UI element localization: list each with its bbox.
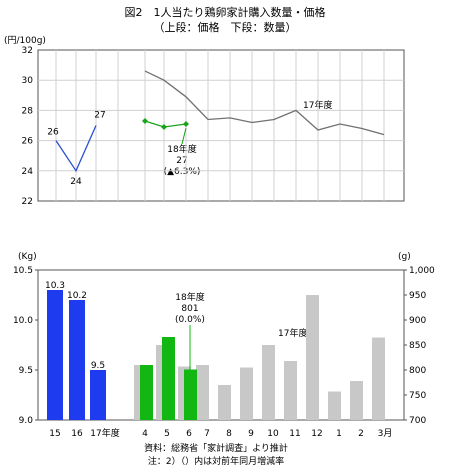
quantity-left-tick-label: 9.0	[19, 416, 34, 426]
quantity-right-tick-label: 750	[409, 391, 426, 401]
quantity-category-label: 8	[226, 429, 232, 439]
quantity-right-tick-label: 700	[409, 416, 426, 426]
quantity-right-tick-label: 900	[409, 316, 426, 326]
price-tick-label: 22	[22, 197, 33, 207]
price-callout-line3: (▲6.3%)	[164, 167, 201, 177]
price-data-label: 24	[70, 177, 82, 187]
price-callout-leader	[181, 127, 187, 145]
quantity-prior-year-bar	[372, 337, 385, 420]
quantity-category-label: 15	[49, 429, 60, 439]
price-tick-label: 32	[22, 46, 33, 56]
quantity-current-year-bar	[162, 337, 175, 420]
quantity-category-label: 4	[142, 429, 148, 439]
quantity-callout-line3: (0.0%)	[175, 315, 205, 325]
quantity-prior-year-bar	[306, 295, 319, 420]
quantity-category-label: 9	[248, 429, 254, 439]
quantity-right-tick-label: 800	[409, 366, 426, 376]
price-tick-label: 26	[22, 137, 34, 147]
quantity-left-tick-label: 10.0	[13, 316, 33, 326]
quantity-category-label: 16	[71, 429, 83, 439]
price-tick-label: 24	[22, 167, 34, 177]
quantity-callout-line1: 18年度	[175, 291, 204, 303]
quantity-prior-year-bar	[328, 391, 341, 420]
quantity-current-year-bar	[140, 365, 153, 420]
price-plot-frame	[37, 49, 405, 202]
quantity-category-label: 7	[204, 429, 210, 439]
quantity-prior-year-bar	[196, 365, 209, 420]
quantity-left-axis-label: (Kg)	[18, 252, 37, 262]
quantity-category-label: 12	[311, 429, 322, 439]
figure-subtitle: （上段：価格 下段：数量）	[154, 20, 297, 34]
quantity-prior-year-bar	[350, 381, 363, 420]
quantity-right-tick-label: 1,000	[409, 266, 435, 276]
quantity-annual-label: 9.5	[91, 361, 105, 371]
price-prior-year-line	[144, 70, 385, 136]
price-annual-line	[55, 125, 97, 173]
quantity-annual-bar	[69, 300, 85, 420]
quantity-annual-bar	[47, 290, 63, 420]
price-tick-label: 28	[22, 106, 34, 116]
quantity-current-year-bar	[184, 369, 197, 420]
quantity-left-tick-label: 9.5	[19, 366, 33, 376]
figure-title: 図2 1人当たり鶏卵家計購入数量・価格	[125, 5, 326, 19]
quantity-prior-year-bar	[240, 367, 253, 420]
price-data-label: 27	[94, 111, 105, 121]
price-data-label: 26	[47, 128, 59, 138]
quantity-callout-line2: 801	[181, 304, 198, 314]
price-current-year-line-point	[183, 120, 189, 127]
quantity-prior-year-bar	[284, 361, 297, 420]
price-callout-line1: 18年度	[167, 143, 196, 155]
source-note: 資料：総務省「家計調査」より推計	[144, 442, 288, 454]
quantity-category-label: 11	[289, 429, 300, 439]
quantity-category-label: 3月	[378, 428, 393, 439]
footnote: 注：2）（）内は対前年同月増減率	[148, 455, 284, 467]
quantity-prior-year-bar	[262, 345, 275, 420]
price-current-year-line-point	[161, 124, 167, 131]
quantity-series-label: 17年度	[278, 327, 307, 339]
price-y-axis-label: (円/100g)	[4, 35, 46, 46]
quantity-category-label: 10	[267, 429, 279, 439]
quantity-category-label: 6	[186, 429, 192, 439]
price-chart: (円/100g) 17年度 18年度 27 (▲6.3%) 2224262830…	[4, 35, 405, 207]
quantity-annual-label: 10.3	[45, 281, 65, 291]
quantity-category-label: 5	[164, 429, 170, 439]
quantity-annual-bar	[90, 370, 106, 420]
quantity-right-axis-label: (g)	[398, 252, 411, 262]
quantity-category-label: 1	[336, 429, 342, 439]
quantity-right-tick-label: 850	[409, 341, 426, 351]
quantity-left-tick-label: 10.5	[13, 266, 33, 276]
quantity-prior-year-bar	[218, 385, 231, 420]
quantity-category-label: 2	[358, 429, 364, 439]
price-current-year-line-point	[142, 117, 148, 124]
quantity-right-tick-label: 950	[409, 291, 426, 301]
price-callout-line2: 27	[176, 156, 187, 166]
quantity-annual-label: 10.2	[67, 291, 87, 301]
quantity-category-label: 17年度	[90, 427, 119, 439]
price-tick-label: 30	[22, 76, 34, 86]
quantity-chart: (Kg) (g) 17年度 18年度 801 (0.0%) 9.0 9.5 10.0…	[13, 252, 435, 439]
